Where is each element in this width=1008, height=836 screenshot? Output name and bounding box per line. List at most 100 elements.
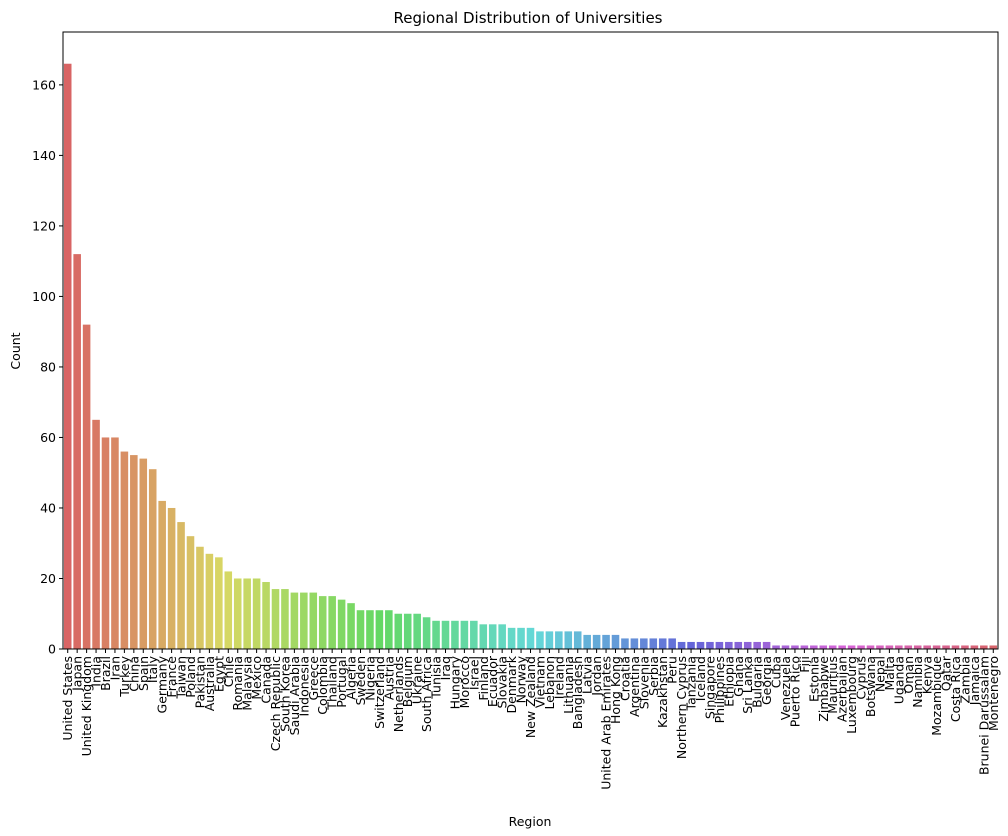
bar xyxy=(507,627,516,649)
x-tick-label: Sri Lanka xyxy=(740,656,755,714)
bar xyxy=(913,645,922,649)
bar xyxy=(573,631,582,649)
x-tick-label: Malta xyxy=(882,656,897,690)
bar xyxy=(328,596,336,649)
bar xyxy=(309,592,318,649)
y-axis-ticks: 0 20 40 60 80 100 120 140 160 xyxy=(32,77,63,657)
bar xyxy=(904,645,913,649)
x-tick-label: Jamaica xyxy=(967,656,982,706)
bar xyxy=(422,617,431,649)
x-tick-label: Northern Cyprus xyxy=(674,656,689,759)
x-tick-label: Israel xyxy=(466,656,481,690)
x-tick-label: Belgium xyxy=(400,656,415,707)
x-tick-label: Ethiopia xyxy=(721,656,736,707)
bar xyxy=(403,613,412,649)
x-tick-label: Nepal xyxy=(872,656,887,692)
x-tick-label: Netherlands xyxy=(391,656,406,732)
bar xyxy=(281,589,289,649)
bar xyxy=(148,469,157,649)
bar xyxy=(526,627,535,649)
x-tick-label: Lebanon xyxy=(542,656,557,710)
bar xyxy=(451,620,459,649)
bar xyxy=(895,645,903,649)
y-tick-label: 100 xyxy=(32,289,56,304)
x-tick-label: Montenegro xyxy=(986,656,1001,731)
x-tick-label: Finland xyxy=(476,656,491,701)
x-axis-label: Region xyxy=(509,814,552,829)
x-tick-label: Algeria xyxy=(344,656,359,700)
bar xyxy=(196,546,204,649)
x-tick-label: China xyxy=(126,656,141,692)
x-tick-label: Thailand xyxy=(325,656,340,711)
x-tick-label: Zimbabwe xyxy=(816,656,831,722)
x-tick-label: Kenya xyxy=(920,656,935,694)
bar xyxy=(120,451,129,649)
x-tick-label: Iceland xyxy=(693,656,708,701)
x-tick-label: Costa Rica xyxy=(948,656,963,722)
x-tick-label: Jordan xyxy=(589,656,604,697)
x-tick-label: Denmark xyxy=(504,655,519,713)
x-tick-label: Malaysia xyxy=(240,656,255,711)
bar xyxy=(696,641,705,649)
x-tick-label: Azerbaijan xyxy=(835,656,850,722)
x-tick-label: Indonesia xyxy=(296,656,311,716)
x-tick-label: Ecuador xyxy=(485,655,500,707)
bar xyxy=(82,324,91,649)
x-tick-label: Argentina xyxy=(627,656,642,717)
bar xyxy=(139,458,148,649)
bar xyxy=(413,613,421,649)
y-tick-label: 140 xyxy=(32,148,56,163)
bar xyxy=(772,645,780,649)
bar xyxy=(677,641,686,649)
bar xyxy=(441,620,450,649)
x-tick-label: Canada xyxy=(259,656,274,704)
x-tick-label: Vietnam xyxy=(532,656,547,708)
bar xyxy=(857,645,865,649)
bar xyxy=(885,645,894,649)
bar xyxy=(186,536,195,649)
bar xyxy=(101,437,110,649)
x-tick-label: Switzerland xyxy=(372,656,387,729)
x-tick-label: Estonia xyxy=(806,656,821,702)
bar xyxy=(555,631,563,649)
x-tick-label: Fiji xyxy=(797,656,812,673)
bar xyxy=(215,557,223,649)
x-tick-label: Kazakhstan xyxy=(655,656,670,728)
bar xyxy=(252,578,261,649)
x-tick-label: Serbia xyxy=(646,656,661,696)
x-tick-label: Lithuania xyxy=(561,656,576,714)
x-tick-label: Brunei Darussalam xyxy=(976,656,991,775)
x-tick-label: Cuba xyxy=(769,656,784,688)
bar xyxy=(564,631,573,649)
x-tick-label: Taiwan xyxy=(174,656,189,700)
bar xyxy=(706,641,714,649)
bar xyxy=(687,641,695,649)
x-tick-label: Namibia xyxy=(910,656,925,708)
bar xyxy=(167,507,176,649)
x-tick-label: Mexico xyxy=(249,656,264,700)
x-tick-label: Bulgaria xyxy=(750,656,765,708)
bar xyxy=(233,578,242,649)
x-tick-label: Nigeria xyxy=(362,656,377,701)
bar xyxy=(479,624,488,649)
bar xyxy=(743,641,752,649)
x-tick-label: Puerto Rico xyxy=(787,656,802,727)
bar xyxy=(290,592,299,649)
x-tick-label: United States xyxy=(60,656,75,741)
x-tick-label: Mozambique xyxy=(929,656,944,736)
x-tick-label: Romania xyxy=(230,656,245,711)
x-tick-label: Luxembourg xyxy=(844,656,859,734)
bar xyxy=(668,638,676,649)
bar xyxy=(470,620,478,649)
x-tick-label: Bangladesh xyxy=(570,656,585,729)
bar xyxy=(611,634,620,649)
bar xyxy=(460,620,469,649)
x-tick-label: Colombia xyxy=(315,656,330,715)
bar xyxy=(318,596,327,649)
x-tick-label: South Africa xyxy=(419,656,434,732)
y-tick-label: 60 xyxy=(40,430,56,445)
bar xyxy=(942,645,950,649)
x-tick-label: Venezuela xyxy=(778,656,793,720)
